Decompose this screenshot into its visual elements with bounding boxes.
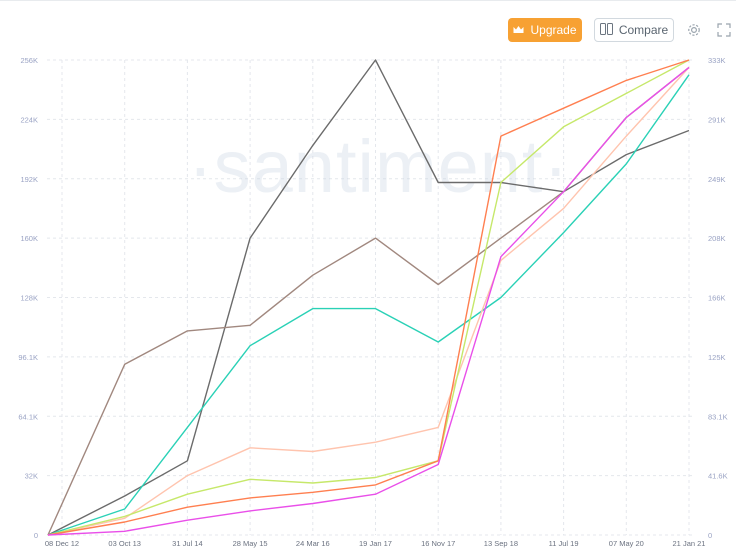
upgrade-button[interactable]: Upgrade — [508, 18, 582, 42]
x-tick-label: 28 May 15 — [233, 539, 268, 548]
left-tick-label: 224K — [20, 115, 38, 124]
right-axis-ticks: 333K 291K 249K 208K 166K 125K 83.1K 41.6K 0 — [708, 56, 728, 540]
right-tick-label: 41.6K — [708, 472, 728, 481]
right-tick-label: 83.1K — [708, 412, 728, 421]
series-line-1 — [47, 59, 690, 536]
x-tick-label: 11 Jul 19 — [549, 539, 579, 548]
x-tick-label: 24 Mar 16 — [296, 539, 330, 548]
x-tick-label: 13 Sep 18 — [484, 539, 518, 548]
right-tick-label: 291K — [708, 115, 726, 124]
upgrade-label: Upgrade — [530, 23, 577, 37]
left-tick-label: 64.1K — [18, 412, 38, 421]
left-axis-ticks: 256K 224K 192K 160K 128K 96.1K 64.1K 32K 0 — [18, 56, 38, 540]
x-tick-label: 31 Jul 14 — [172, 539, 202, 548]
crown-icon — [513, 23, 524, 37]
right-tick-label: 0 — [708, 531, 712, 540]
series-line-4 — [47, 66, 690, 536]
series-line-6 — [47, 59, 690, 536]
left-tick-label: 32K — [25, 472, 38, 481]
series-line-3 — [47, 74, 690, 536]
left-tick-label: 128K — [20, 294, 38, 303]
left-tick-label: 0 — [34, 531, 38, 540]
x-tick-label: 21 Jan 21 — [673, 539, 706, 548]
right-tick-label: 208K — [708, 234, 726, 243]
left-tick-label: 96.1K — [18, 353, 38, 362]
x-tick-label: 19 Jan 17 — [359, 539, 392, 548]
compare-label: Compare — [618, 23, 669, 37]
series-line-5 — [47, 59, 690, 536]
compare-button[interactable]: Compare — [594, 18, 674, 42]
x-tick-label: 08 Dec 12 — [45, 539, 79, 548]
left-tick-label: 256K — [20, 56, 38, 65]
right-tick-label: 125K — [708, 353, 726, 362]
x-tick-label: 16 Nov 17 — [421, 539, 455, 548]
right-tick-label: 249K — [708, 175, 726, 184]
chart-series — [47, 59, 690, 536]
compare-icon — [599, 22, 613, 38]
series-line-7 — [47, 66, 690, 536]
right-tick-label: 166K — [708, 294, 726, 303]
santiment-watermark: ·santiment· — [188, 125, 569, 208]
settings-icon[interactable] — [686, 22, 702, 38]
top-divider — [0, 0, 736, 1]
x-tick-label: 03 Oct 13 — [108, 539, 141, 548]
x-tick-label: 07 May 20 — [609, 539, 644, 548]
x-axis-ticks: 08 Dec 12 03 Oct 13 31 Jul 14 28 May 15 24 M… — [45, 539, 706, 548]
fullscreen-icon[interactable] — [716, 22, 732, 38]
chart-toolbar: Upgrade Compare — [0, 16, 736, 46]
right-tick-label: 333K — [708, 56, 726, 65]
left-tick-label: 160K — [20, 234, 38, 243]
left-tick-label: 192K — [20, 175, 38, 184]
